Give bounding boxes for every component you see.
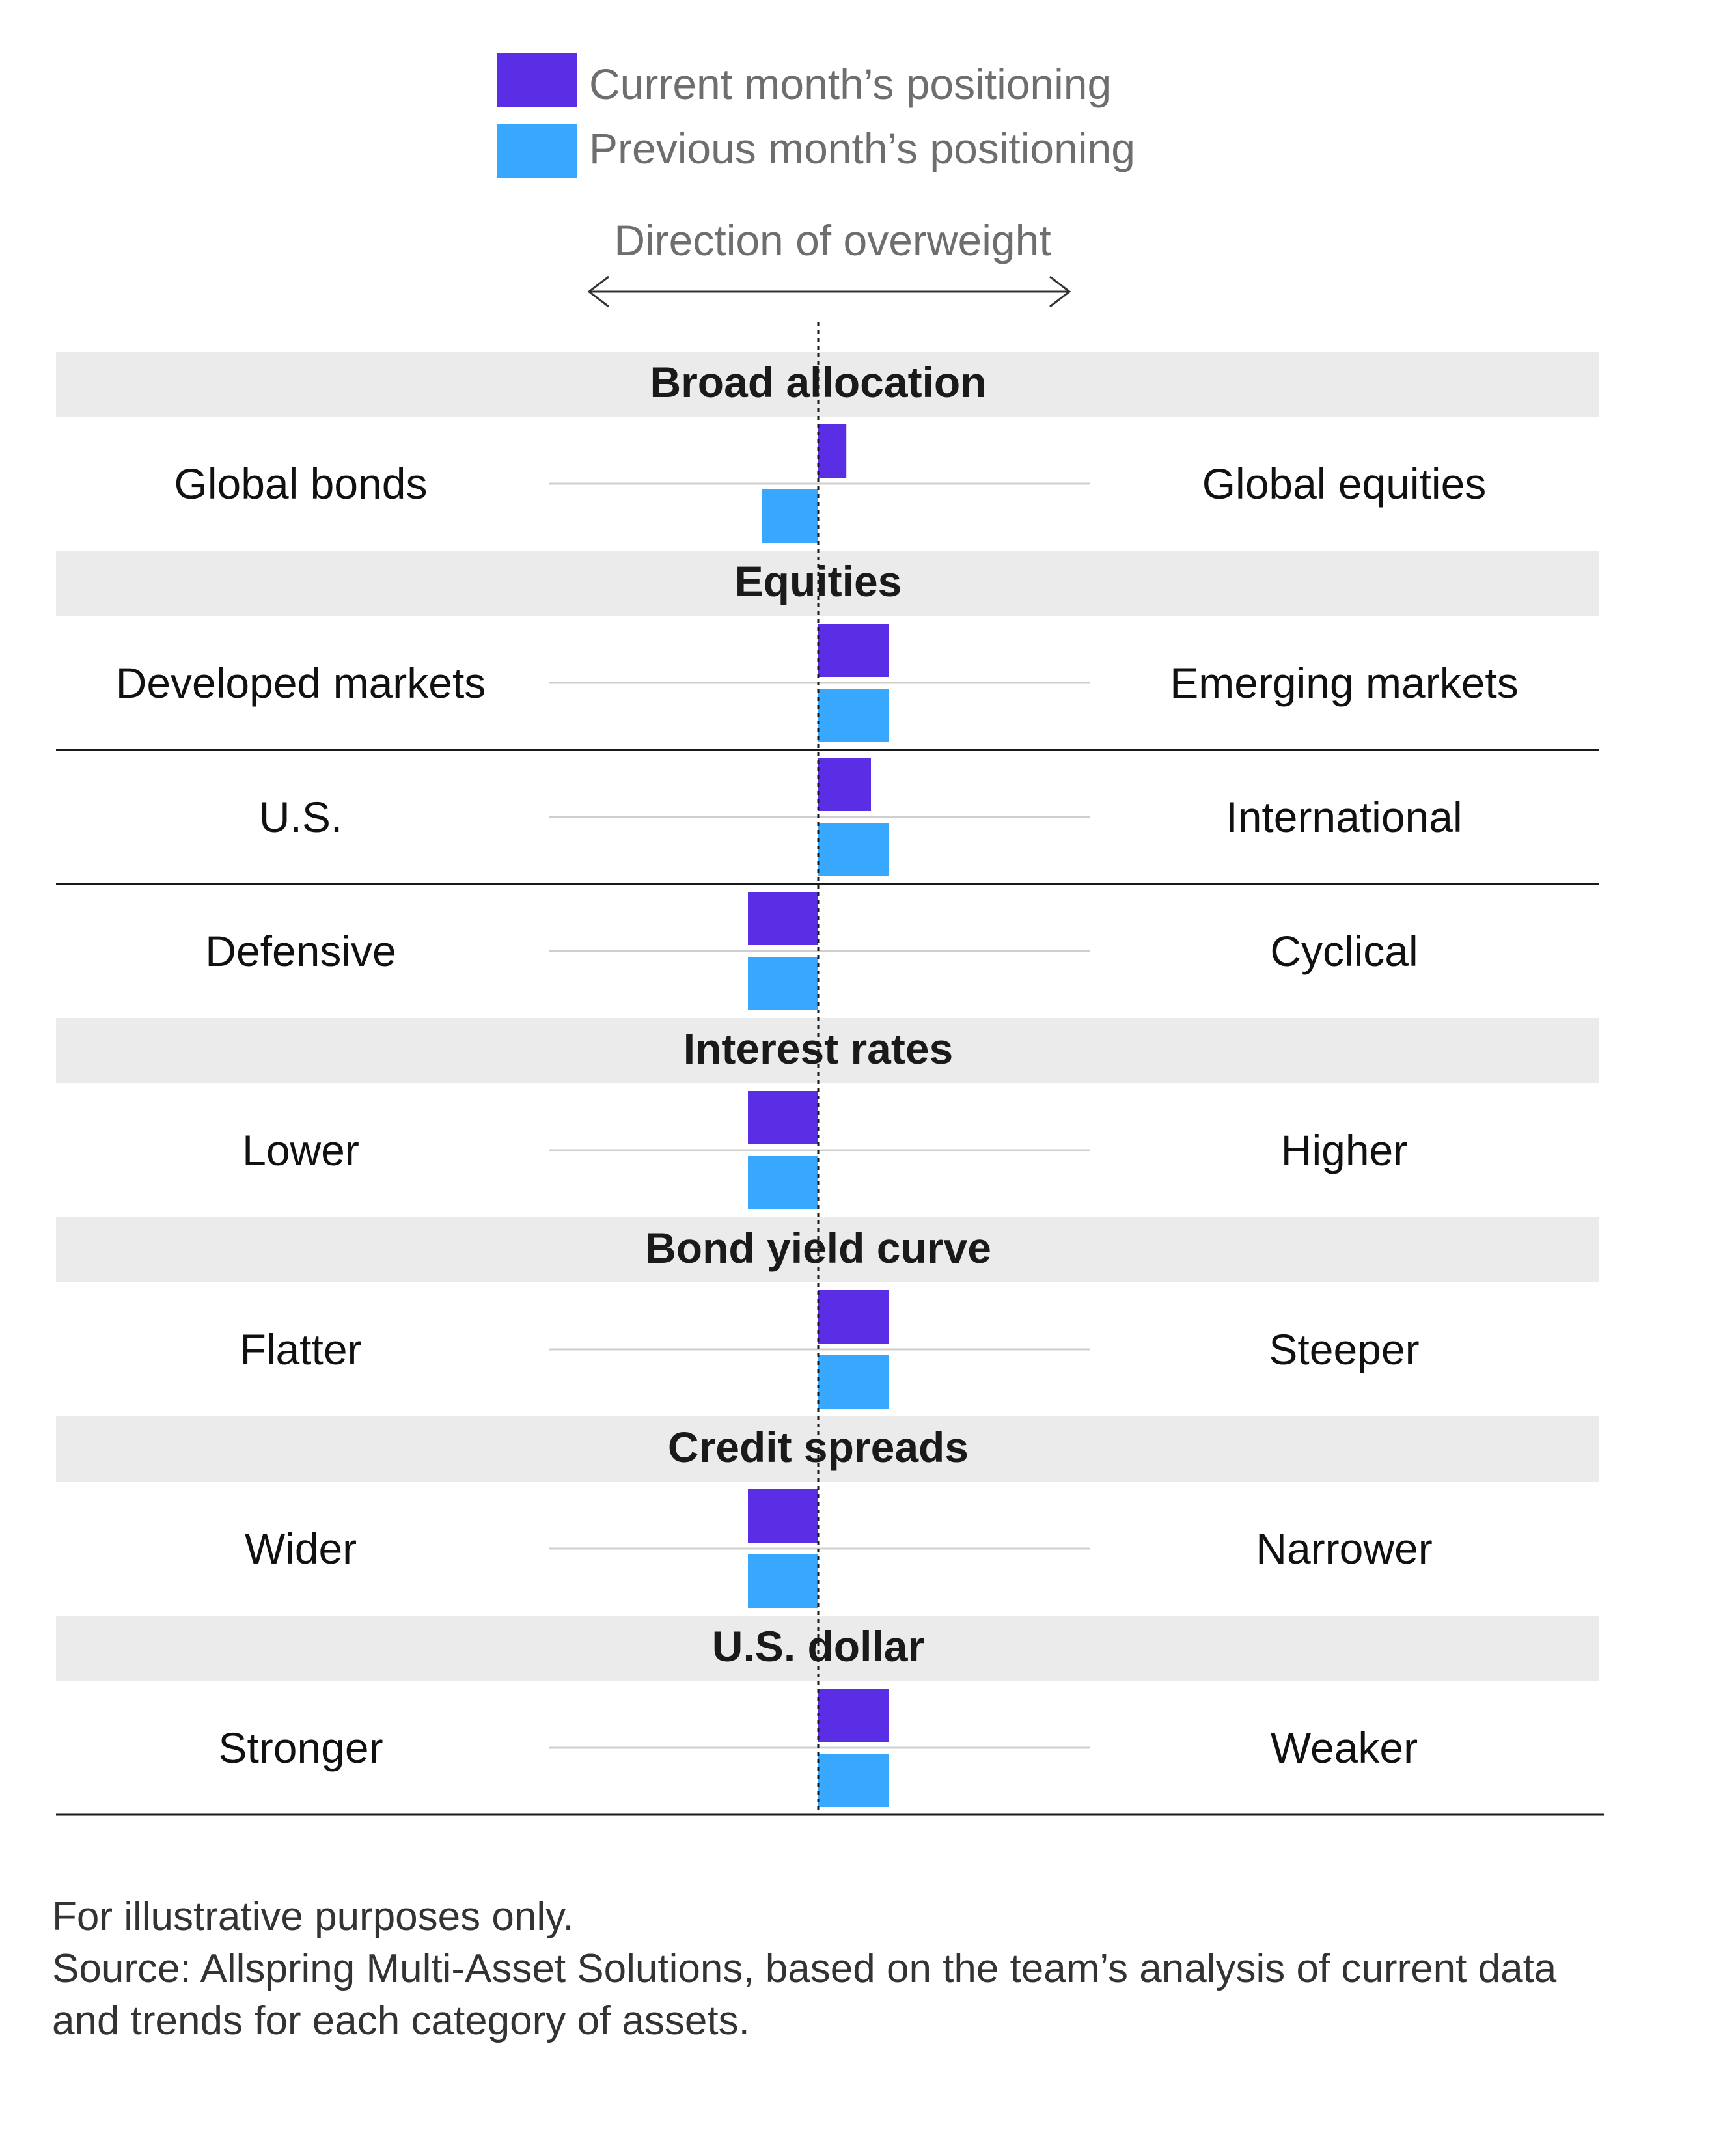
footnote-source-line-1: Source: Allspring Multi-Asset Solutions,… <box>52 1946 1557 1991</box>
row-left-label: Flatter <box>240 1325 361 1373</box>
row-right-label: Global equities <box>1202 460 1487 508</box>
section-header-band <box>56 1018 1599 1083</box>
footnote-source-line-2: and trends for each category of assets. <box>52 1998 750 2043</box>
section-header-band <box>56 352 1599 417</box>
legend-swatch-previous <box>497 124 577 178</box>
section-header-band <box>56 1616 1599 1681</box>
row-left-label: Defensive <box>205 927 396 975</box>
section-title: Broad allocation <box>650 358 986 406</box>
row-left-label: U.S. <box>259 793 342 841</box>
legend-swatch-current <box>497 53 577 107</box>
footnote-illustrative: For illustrative purposes only. <box>52 1894 574 1939</box>
section-header-band <box>56 1217 1599 1282</box>
bar-previous <box>748 1156 818 1209</box>
direction-arrow-icon <box>587 275 1071 308</box>
direction-label: Direction of overweight <box>614 216 1051 264</box>
bar-current <box>818 1290 889 1344</box>
bar-previous <box>818 1355 889 1409</box>
bar-current <box>748 1489 818 1543</box>
row-left-label: Stronger <box>218 1724 383 1772</box>
row-left-label: Global bonds <box>174 460 428 508</box>
row-right-label: International <box>1226 793 1462 841</box>
bar-previous <box>748 957 818 1010</box>
row-left-label: Lower <box>242 1126 359 1174</box>
row-left-label: Developed markets <box>116 659 486 707</box>
bar-current <box>748 892 818 945</box>
row-right-label: Steeper <box>1269 1325 1419 1373</box>
bar-previous <box>748 1554 818 1608</box>
bar-previous <box>818 823 889 876</box>
legend-label-current: Current month’s positioning <box>589 60 1111 108</box>
legend: Current month’s positioning Previous mon… <box>497 53 1135 178</box>
legend-label-previous: Previous month’s positioning <box>589 124 1135 172</box>
row-right-label: Weaker <box>1271 1724 1418 1772</box>
section-header-band <box>56 1416 1599 1482</box>
row-right-label: Narrower <box>1256 1524 1432 1573</box>
plot-area: Broad allocation Global bonds Global equit… <box>56 322 1604 1816</box>
bar-current <box>818 1689 889 1742</box>
bar-current <box>818 424 847 478</box>
section-header-band <box>56 551 1599 616</box>
bar-previous <box>818 689 889 742</box>
bar-current <box>818 624 889 677</box>
row-right-label: Higher <box>1281 1126 1407 1174</box>
bar-current <box>748 1091 818 1144</box>
row-left-label: Wider <box>245 1524 357 1573</box>
bar-current <box>818 758 871 811</box>
row-right-label: Emerging markets <box>1170 659 1519 707</box>
bar-previous <box>818 1754 889 1807</box>
row-right-label: Cyclical <box>1270 927 1418 975</box>
bar-previous <box>762 489 818 543</box>
